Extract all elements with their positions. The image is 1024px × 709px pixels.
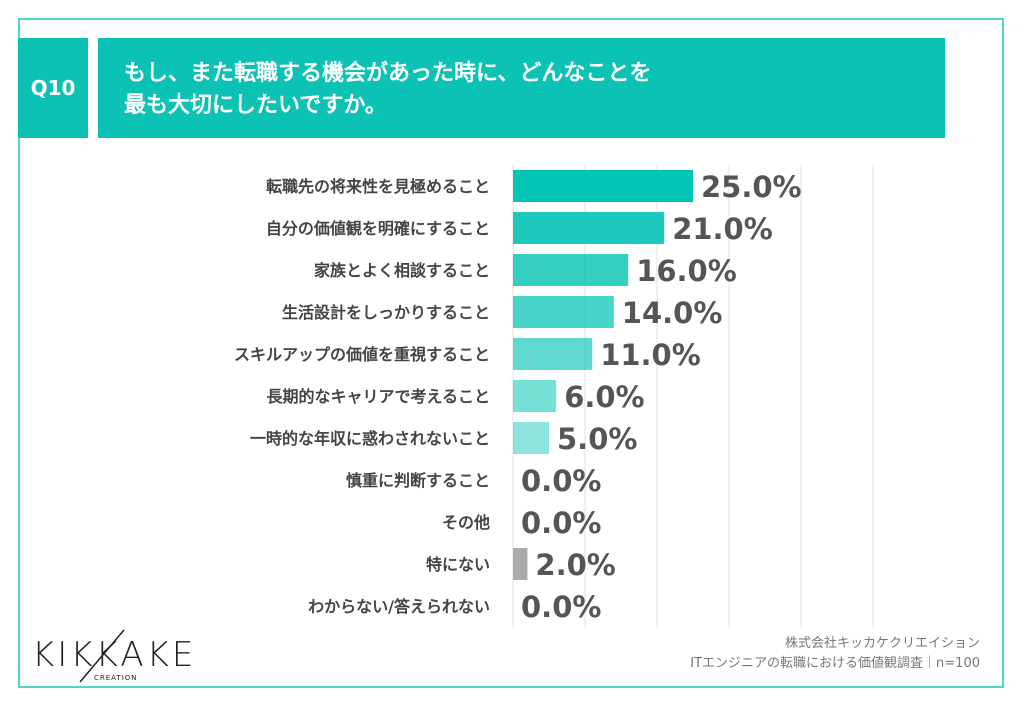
category-label: 転職先の将来性を見極めること	[266, 177, 490, 196]
bar	[513, 380, 557, 412]
bar	[513, 548, 528, 580]
value-label: 2.0%	[535, 548, 615, 582]
value-label: 0.0%	[521, 506, 601, 540]
category-label: 長期的なキャリアで考えること	[266, 387, 490, 406]
value-label: 0.0%	[521, 464, 601, 498]
kikkake-logo: KIKKAKE CREATION	[32, 628, 212, 688]
value-label: 0.0%	[521, 590, 601, 624]
category-label: 特にない	[426, 555, 490, 574]
bar	[513, 254, 629, 286]
category-label: 家族とよく相談すること	[314, 261, 490, 280]
value-label: 25.0%	[701, 170, 802, 204]
value-label: 5.0%	[557, 422, 637, 456]
category-label: わからない/答えられない	[308, 597, 490, 616]
bar	[513, 296, 614, 328]
category-label: 一時的な年収に惑わされないこと	[250, 429, 490, 448]
logo-sub: CREATION	[94, 674, 138, 682]
value-label: 21.0%	[672, 212, 773, 246]
value-label: 11.0%	[600, 338, 701, 372]
question-title-line-2: 最も大切にしたいですか。	[124, 93, 387, 118]
credit: 株式会社キッカケクリエイション ITエンジニアの転職における価値観調査｜n=10…	[690, 634, 980, 674]
question-title: もし、また転職する機会があった時に、どんなことを 最も大切にしたいですか。	[98, 38, 945, 138]
category-label: 慎重に判断すること	[346, 471, 490, 490]
category-label: その他	[442, 513, 490, 532]
logo-text: KIKKAKE	[32, 635, 196, 675]
category-label: 自分の価値観を明確にすること	[266, 219, 490, 238]
question-number: Q10	[18, 38, 88, 138]
bar	[513, 338, 593, 370]
question-title-line-1: もし、また転職する機会があった時に、どんなことを	[124, 61, 652, 86]
company-name: 株式会社キッカケクリエイション	[784, 636, 980, 651]
survey-info: ITエンジニアの転職における価値観調査｜n=100	[690, 656, 980, 671]
frame-border	[18, 18, 1004, 688]
value-label: 16.0%	[636, 254, 737, 288]
bar	[513, 170, 693, 202]
bar	[513, 422, 549, 454]
value-label: 6.0%	[564, 380, 644, 414]
bar	[513, 212, 665, 244]
value-label: 14.0%	[622, 296, 723, 330]
category-label: 生活設計をしっかりすること	[282, 303, 490, 322]
category-label: スキルアップの価値を重視すること	[234, 345, 490, 364]
